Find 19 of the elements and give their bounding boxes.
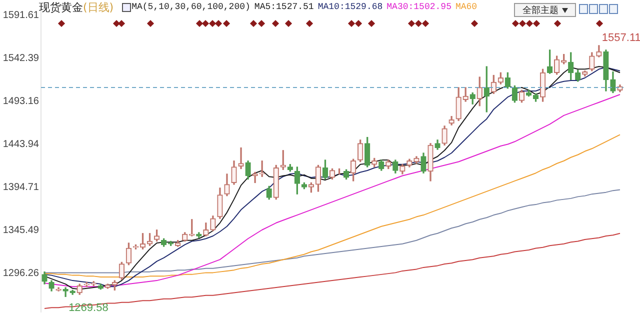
y-tick-label: 1345.49 [2, 225, 40, 236]
text: MA5:1527.51 [254, 1, 314, 14]
y-tick-label: 1591.61 [2, 10, 40, 22]
chart-subtitle: (日线) [83, 1, 114, 14]
annotation: 1557.11 [602, 32, 640, 44]
annotation: MA(5,10,30,60,100,200) [132, 1, 250, 14]
y-tick-label: 1542.39 [2, 53, 40, 64]
text: MA10:1529.68 [318, 1, 383, 14]
chart-title: 现货黄金 [39, 1, 83, 14]
candlestick [259, 160, 265, 177]
y-tick-label: 1296.26 [2, 268, 40, 280]
annotation: 全部主题 [522, 4, 558, 16]
y-tick-label: 1394.71 [2, 182, 40, 194]
candlestick [238, 147, 244, 170]
text: MA60 [455, 1, 478, 14]
y-tick-label: 1443.94 [2, 139, 40, 150]
text: MA30:1502.95 [386, 1, 452, 14]
annotation: 1269.58 [68, 302, 108, 314]
y-tick-label: 1493.16 [2, 96, 40, 108]
